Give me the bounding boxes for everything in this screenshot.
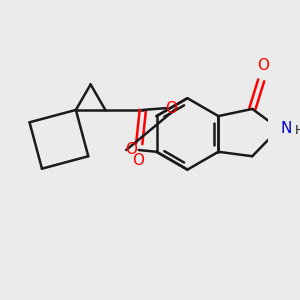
- Text: H: H: [295, 124, 300, 137]
- Text: N: N: [281, 121, 292, 136]
- Text: O: O: [132, 153, 144, 168]
- Text: O: O: [257, 58, 269, 73]
- Text: O: O: [125, 142, 137, 158]
- Text: O: O: [165, 100, 177, 116]
